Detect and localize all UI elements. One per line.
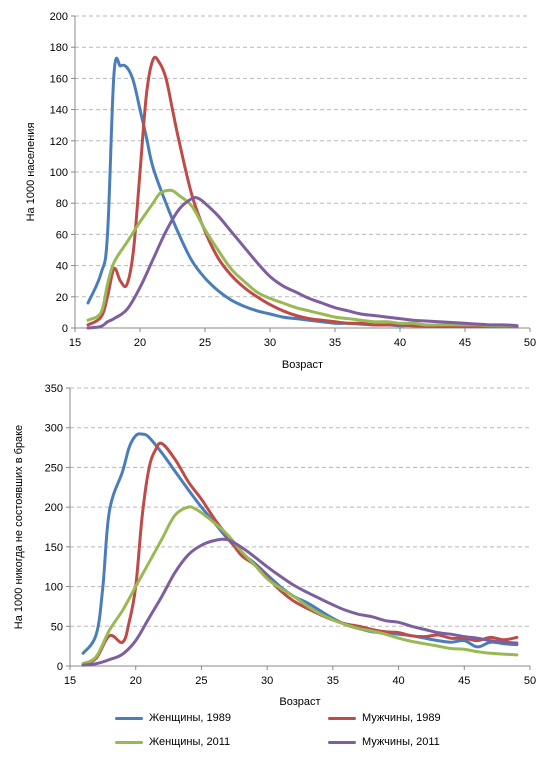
x-tick-label: 40: [392, 675, 404, 687]
y-tick-label: 100: [45, 582, 63, 594]
y-tick-label: 0: [57, 661, 63, 673]
x-axis-label: Возраст: [282, 359, 323, 371]
series-line-4: [81, 537, 519, 667]
x-tick-label: 50: [524, 675, 536, 687]
x-tick-label: 15: [69, 337, 81, 349]
x-tick-label: 20: [130, 675, 142, 687]
series-line-4: [86, 195, 519, 330]
x-tick-label: 30: [264, 337, 276, 349]
y-tick-label: 200: [50, 11, 68, 23]
y-tick-label: 350: [45, 383, 63, 395]
y-tick-label: 0: [62, 323, 68, 335]
y-tick-label: 300: [45, 423, 63, 435]
y-tick-label: 40: [56, 261, 68, 273]
x-tick-label: 30: [261, 675, 273, 687]
series-line-3: [86, 188, 519, 328]
y-tick-label: 160: [50, 73, 68, 85]
y-tick-label: 120: [50, 136, 68, 148]
y-tick-label: 200: [45, 502, 63, 514]
y-axis-label: На 1000 населения: [25, 123, 37, 222]
x-axis-label: Возраст: [279, 696, 320, 708]
y-tick-label: 140: [50, 105, 68, 117]
y-tick-label: 50: [51, 621, 63, 633]
y-tick-label: 150: [45, 542, 63, 554]
x-tick-label: 35: [329, 337, 341, 349]
x-tick-label: 35: [327, 675, 339, 687]
x-tick-label: 45: [458, 675, 470, 687]
chart-2: 0 50 100 150 200 250 300 350 15 20 25 30 35 40 45 50 Воз…: [13, 383, 536, 708]
series-line-2: [81, 441, 519, 666]
x-tick-label: 45: [459, 337, 471, 349]
x-tick-label: 40: [394, 337, 406, 349]
x-tick-label: 25: [195, 675, 207, 687]
y-axis-label: На 1000 никогда не состоявших в браке: [13, 425, 25, 629]
series-line-1: [86, 56, 519, 328]
series-line-2: [86, 55, 519, 328]
chart-1: 0 20 40 60 80 100 120 140 160 180 200 15 20 25 30 35 40 4…: [25, 11, 536, 371]
x-tick-label: 15: [64, 675, 76, 687]
y-tick-label: 60: [56, 229, 68, 241]
x-tick-label: 20: [134, 337, 146, 349]
y-tick-label: 250: [45, 462, 63, 474]
series-line-3: [81, 505, 519, 666]
y-tick-label: 80: [56, 198, 68, 210]
y-tick-label: 100: [50, 167, 68, 179]
y-tick-label: 20: [56, 292, 68, 304]
x-tick-label: 50: [524, 337, 536, 349]
y-tick-label: 180: [50, 42, 68, 54]
x-tick-label: 25: [199, 337, 211, 349]
